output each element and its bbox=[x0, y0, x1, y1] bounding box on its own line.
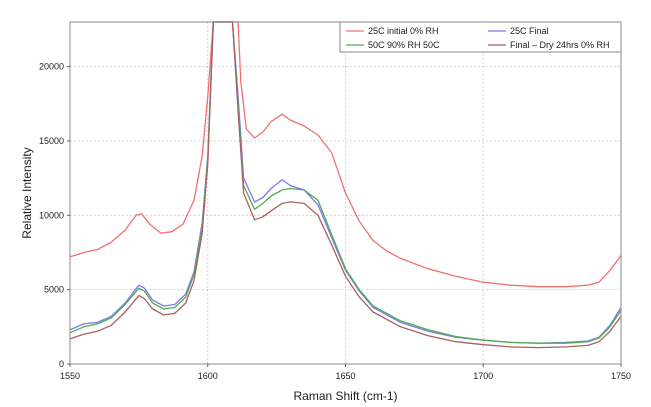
y-tick-label: 20000 bbox=[39, 62, 64, 72]
series-lines bbox=[69, 21, 622, 349]
x-tick-label: 1700 bbox=[473, 371, 493, 381]
plot-area-group bbox=[69, 21, 622, 365]
x-tick-label: 1600 bbox=[198, 371, 218, 381]
legend-box bbox=[339, 21, 622, 53]
series-line-1 bbox=[69, 21, 622, 288]
y-axis-label: Relative Intensity bbox=[20, 147, 34, 238]
series-line-3 bbox=[69, 21, 622, 344]
y-tick-label: 15000 bbox=[39, 136, 64, 146]
legend: 25C initial 0% RH 25C Final 50C 90% RH 5… bbox=[339, 21, 622, 53]
x-tick-label: 1750 bbox=[611, 371, 631, 381]
series-line-4 bbox=[69, 21, 622, 349]
gridlines bbox=[70, 22, 621, 364]
y-tick-label: 0 bbox=[59, 359, 64, 369]
legend-label-series-1: 25C initial 0% RH bbox=[368, 26, 439, 36]
x-tick-label: 1550 bbox=[60, 371, 80, 381]
legend-label-series-3: 50C 90% RH 50C bbox=[368, 40, 440, 50]
y-tick-label: 5000 bbox=[44, 285, 64, 295]
legend-label-series-2: 25C Final bbox=[510, 26, 549, 36]
y-axis-ticks: 0 5000 10000 15000 20000 bbox=[39, 62, 70, 369]
legend-label-series-4: Final – Dry 24hrs 0% RH bbox=[510, 40, 610, 50]
x-axis-label: Raman Shift (cm-1) bbox=[293, 389, 397, 403]
y-tick-label: 10000 bbox=[39, 210, 64, 220]
x-axis-ticks: 1550 1600 1650 1700 1750 bbox=[60, 364, 631, 381]
x-tick-label: 1650 bbox=[335, 371, 355, 381]
